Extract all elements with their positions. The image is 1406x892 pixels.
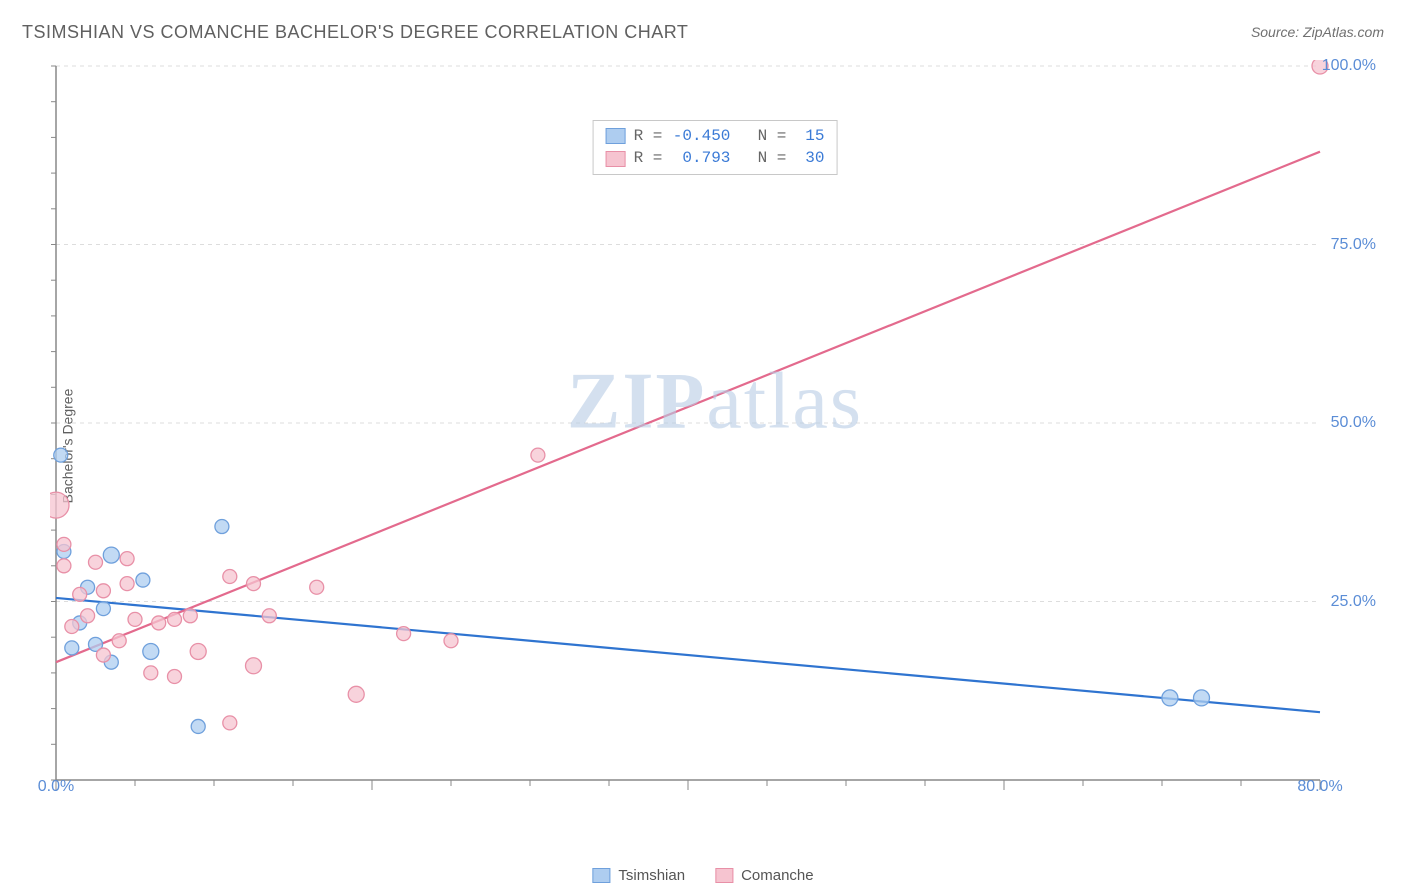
y-tick-label: 100.0%	[1322, 57, 1376, 75]
legend-swatch	[606, 151, 626, 167]
stats-r-label: R =	[634, 125, 663, 147]
chart-title: TSIMSHIAN VS COMANCHE BACHELOR'S DEGREE …	[22, 22, 688, 43]
legend-swatch	[592, 868, 610, 883]
legend-label: Comanche	[741, 867, 814, 884]
x-tick-label: 0.0%	[38, 778, 74, 796]
stats-n-value: 15	[794, 125, 824, 147]
stats-r-label: R =	[634, 147, 663, 169]
y-tick-label: 25.0%	[1331, 593, 1376, 611]
legend-swatch	[715, 868, 733, 883]
legend-label: Tsimshian	[618, 867, 685, 884]
x-tick-label: 80.0%	[1297, 778, 1342, 796]
y-tick-label: 75.0%	[1331, 236, 1376, 254]
stats-n-label: N =	[738, 125, 786, 147]
stats-n-value: 30	[794, 147, 824, 169]
source-name: ZipAtlas.com	[1303, 24, 1384, 40]
y-tick-label: 50.0%	[1331, 414, 1376, 432]
stats-row: R = 0.793 N = 30	[606, 147, 825, 169]
stats-r-value: -0.450	[670, 125, 730, 147]
stats-r-value: 0.793	[670, 147, 730, 169]
legend-item: Tsimshian	[592, 867, 685, 884]
source-attribution: Source: ZipAtlas.com	[1251, 24, 1384, 40]
x-legend: Tsimshian Comanche	[592, 867, 813, 884]
legend-swatch	[606, 128, 626, 144]
legend-item: Comanche	[715, 867, 814, 884]
stats-row: R = -0.450 N = 15	[606, 125, 825, 147]
correlation-stats-box: R = -0.450 N = 15 R = 0.793 N = 30	[593, 120, 838, 175]
chart-plot-area: ZIPatlas R =-0.450 N =15R =0.793 N =30 2…	[50, 60, 1380, 820]
stats-n-label: N =	[738, 147, 786, 169]
source-prefix: Source:	[1251, 24, 1303, 40]
